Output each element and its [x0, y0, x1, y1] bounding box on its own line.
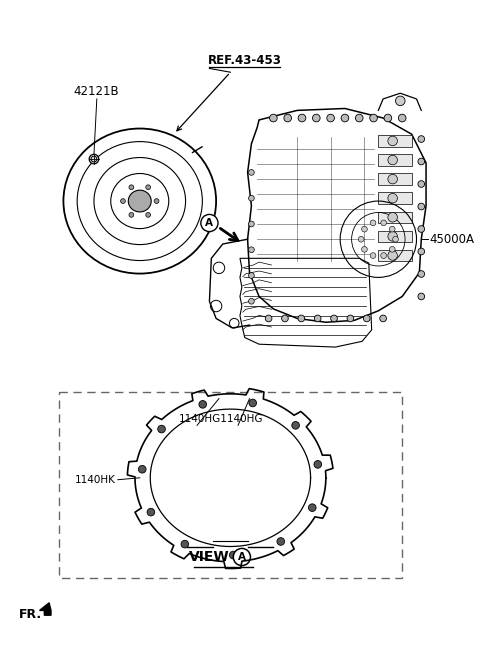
Circle shape: [201, 214, 218, 232]
Text: 1140HK: 1140HK: [75, 475, 116, 485]
Circle shape: [129, 185, 134, 190]
Circle shape: [396, 96, 405, 105]
Circle shape: [327, 114, 335, 122]
Bar: [378, 135, 412, 147]
Circle shape: [309, 504, 316, 512]
Circle shape: [384, 114, 392, 122]
Circle shape: [249, 221, 254, 227]
Circle shape: [361, 226, 367, 232]
Bar: [378, 155, 412, 166]
Circle shape: [292, 422, 300, 429]
Circle shape: [355, 114, 363, 122]
Circle shape: [249, 399, 256, 407]
Circle shape: [381, 220, 386, 226]
Circle shape: [89, 155, 99, 164]
Bar: [378, 212, 412, 223]
Circle shape: [298, 315, 305, 322]
Circle shape: [388, 232, 397, 241]
Circle shape: [398, 114, 406, 122]
Circle shape: [389, 226, 395, 232]
Circle shape: [312, 114, 320, 122]
Circle shape: [418, 203, 425, 210]
Text: REF.43-453: REF.43-453: [208, 54, 282, 67]
Text: 45000A: 45000A: [429, 233, 474, 246]
Circle shape: [380, 315, 386, 322]
Circle shape: [181, 540, 189, 548]
Text: 42121B: 42121B: [73, 84, 119, 98]
Circle shape: [370, 114, 377, 122]
Circle shape: [347, 315, 354, 322]
Circle shape: [370, 253, 376, 259]
Circle shape: [388, 174, 397, 184]
Circle shape: [389, 246, 395, 252]
Circle shape: [418, 271, 425, 277]
Circle shape: [249, 195, 254, 201]
Circle shape: [229, 552, 237, 559]
Circle shape: [284, 114, 291, 122]
Circle shape: [249, 272, 254, 278]
Circle shape: [249, 299, 254, 304]
Circle shape: [418, 158, 425, 165]
Circle shape: [361, 246, 367, 252]
Circle shape: [138, 466, 146, 473]
Circle shape: [388, 251, 397, 260]
Circle shape: [314, 460, 322, 468]
Circle shape: [388, 136, 397, 145]
Circle shape: [388, 193, 397, 203]
Circle shape: [249, 247, 254, 253]
Circle shape: [314, 315, 321, 322]
Circle shape: [331, 315, 337, 322]
Circle shape: [282, 315, 288, 322]
Circle shape: [370, 220, 376, 226]
Circle shape: [358, 236, 364, 242]
Circle shape: [270, 114, 277, 122]
Circle shape: [341, 114, 349, 122]
Circle shape: [146, 185, 151, 190]
Circle shape: [418, 226, 425, 233]
Circle shape: [393, 236, 398, 242]
Circle shape: [418, 293, 425, 300]
Circle shape: [265, 315, 272, 322]
Circle shape: [249, 170, 254, 176]
Circle shape: [120, 198, 125, 204]
Circle shape: [129, 212, 134, 217]
Circle shape: [277, 538, 285, 545]
Circle shape: [158, 425, 165, 433]
Circle shape: [146, 212, 151, 217]
Circle shape: [418, 248, 425, 255]
Circle shape: [147, 508, 155, 516]
Circle shape: [388, 155, 397, 165]
Bar: [378, 250, 412, 261]
Text: 1140HG1140HG: 1140HG1140HG: [179, 414, 263, 424]
Text: FR.: FR.: [19, 608, 42, 621]
Bar: [378, 174, 412, 185]
Circle shape: [233, 548, 251, 566]
Circle shape: [418, 136, 425, 142]
Circle shape: [363, 315, 370, 322]
Circle shape: [298, 114, 306, 122]
Text: A: A: [205, 218, 214, 228]
Text: A: A: [238, 552, 246, 562]
Circle shape: [418, 181, 425, 187]
Bar: [378, 231, 412, 242]
Bar: [378, 193, 412, 204]
Circle shape: [388, 212, 397, 222]
Circle shape: [199, 401, 206, 408]
Circle shape: [381, 253, 386, 259]
Circle shape: [154, 198, 159, 204]
Ellipse shape: [128, 190, 151, 212]
Polygon shape: [39, 603, 51, 615]
Text: VIEW: VIEW: [189, 550, 230, 564]
